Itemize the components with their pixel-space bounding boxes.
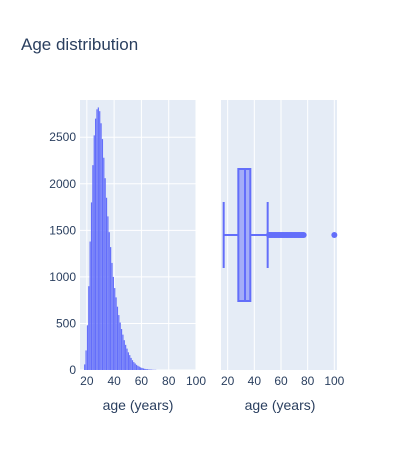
- histogram-bar: [89, 241, 91, 370]
- histogram-x-axis-label: age (years): [103, 397, 174, 413]
- histogram-panel: 20 40 60 80 100 0 500 1000 1500 2000 2500 age (ye…: [49, 100, 206, 413]
- histogram-bar: [122, 334, 124, 370]
- histogram-bar: [146, 369, 149, 370]
- boxplot-x-ticks: 20 40 60 80 100: [221, 374, 345, 388]
- boxplot-x-axis-label: age (years): [245, 397, 316, 413]
- histogram-bar: [133, 362, 135, 370]
- histogram-bar: [114, 288, 116, 370]
- histogram-bar: [140, 367, 142, 370]
- histogram-bar: [86, 325, 89, 370]
- histogram-y-tick-label: 1000: [49, 270, 76, 284]
- histogram-bar: [104, 178, 106, 370]
- histogram-bar: [138, 366, 140, 370]
- histogram-bar: [97, 107, 99, 370]
- histogram-bar: [127, 352, 129, 370]
- histogram-x-tick-label: 80: [162, 374, 176, 388]
- histogram-bars[interactable]: [84, 107, 157, 370]
- histogram-bar: [134, 363, 136, 370]
- histogram-bar: [125, 344, 127, 370]
- histogram-bar: [115, 297, 117, 370]
- histogram-bar: [111, 262, 113, 370]
- histogram-bar: [90, 202, 93, 370]
- histogram-x-tick-label: 20: [80, 374, 94, 388]
- histogram-bar: [84, 364, 86, 370]
- histogram-bar: [96, 109, 98, 370]
- histogram-bar: [105, 197, 108, 370]
- histogram-x-ticks: 20 40 60 80 100: [80, 374, 206, 388]
- histogram-bar: [110, 247, 112, 370]
- histogram-bar: [116, 306, 119, 370]
- histogram-y-tick-label: 500: [56, 316, 76, 330]
- histogram-y-ticks: 0 500 1000 1500 2000 2500: [49, 130, 76, 377]
- chart-title: Age distribution: [21, 35, 138, 54]
- boxplot-x-tick-label: 100: [324, 374, 344, 388]
- histogram-y-tick-label: 0: [69, 363, 76, 377]
- histogram-bar: [112, 276, 114, 370]
- histogram-bar: [85, 350, 87, 370]
- histogram-y-tick-label: 1500: [49, 223, 76, 237]
- boxplot-x-tick-label: 40: [248, 374, 262, 388]
- histogram-bar: [131, 360, 134, 370]
- histogram-bar: [99, 111, 101, 370]
- boxplot-x-tick-label: 20: [221, 374, 235, 388]
- histogram-bar: [118, 315, 120, 370]
- histogram-bar: [92, 165, 94, 370]
- histogram-bar: [145, 369, 147, 370]
- histogram-y-tick-label: 2500: [49, 130, 76, 144]
- histogram-bar: [142, 368, 144, 370]
- histogram-y-tick-label: 2000: [49, 177, 76, 191]
- histogram-bar: [148, 369, 150, 370]
- boxplot-outlier-point: [331, 232, 338, 238]
- histogram-x-tick-label: 100: [186, 374, 206, 388]
- histogram-x-tick-label: 60: [135, 374, 149, 388]
- boxplot-x-tick-label: 60: [274, 374, 288, 388]
- histogram-bar: [126, 348, 128, 370]
- histogram-bar: [93, 135, 95, 370]
- histogram-bar: [88, 286, 90, 370]
- histogram-x-tick-label: 40: [107, 374, 121, 388]
- boxplot-x-tick-label: 80: [301, 374, 315, 388]
- histogram-bar: [129, 355, 131, 370]
- histogram-bar: [130, 357, 132, 370]
- histogram-bar: [135, 364, 138, 370]
- histogram-bar: [144, 368, 146, 370]
- histogram-bar: [100, 123, 102, 370]
- boxplot-outlier-point: [300, 232, 307, 238]
- histogram-bar: [123, 340, 125, 370]
- histogram-bar: [95, 118, 97, 370]
- histogram-bar: [119, 322, 121, 370]
- boxplot-panel: 20 40 60 80 100 age (years): [221, 100, 345, 413]
- histogram-bar: [137, 365, 139, 370]
- histogram-bar: [103, 157, 105, 370]
- boxplot[interactable]: [222, 168, 338, 302]
- histogram-bar: [101, 139, 104, 370]
- histogram-bar: [120, 329, 123, 370]
- histogram-bar: [107, 216, 109, 370]
- histogram-bar: [141, 367, 143, 370]
- histogram-bar: [108, 232, 110, 370]
